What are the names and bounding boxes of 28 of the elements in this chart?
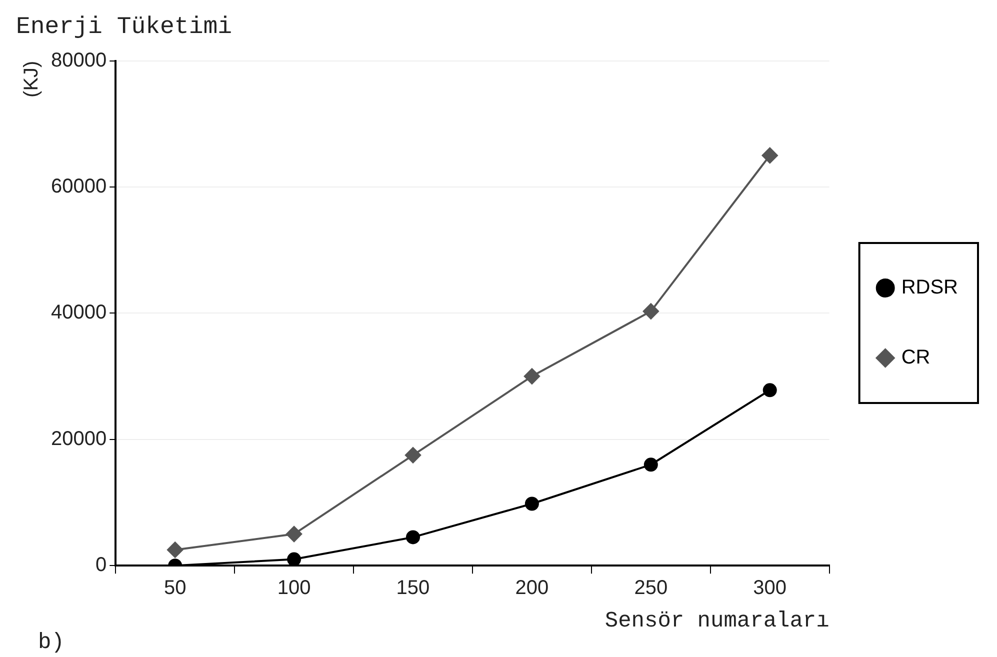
x-axis-title: Sensör numaraları [604, 608, 830, 634]
legend-label: RDSR [901, 276, 958, 299]
point [524, 368, 540, 384]
y-tick-label: 40000 [50, 302, 107, 324]
text: b) [38, 630, 64, 655]
y-tick-label: 80000 [50, 49, 107, 72]
chart-title: Enerji Tüketimi [16, 14, 232, 41]
point [167, 542, 184, 558]
point [524, 496, 539, 511]
point [404, 447, 421, 464]
point [762, 147, 778, 164]
y-tick-label: 60000 [50, 176, 107, 198]
y-tick-label: 0 [95, 554, 107, 576]
x-tick-label: 300 [753, 577, 787, 600]
point [644, 458, 658, 472]
x-tick-label: 150 [396, 577, 430, 600]
x-tick-label: 100 [277, 577, 311, 600]
x-tick-label: 200 [515, 577, 549, 600]
point [286, 526, 302, 542]
point [287, 552, 302, 566]
x-tick-label: 50 [164, 577, 186, 600]
point [406, 530, 420, 544]
y-axis-title: (KJ) [20, 60, 43, 98]
x-tick-label: 250 [634, 577, 668, 600]
point [642, 303, 659, 320]
y-tick-label: 20000 [50, 428, 107, 450]
legend-label: CR [901, 346, 930, 369]
point [762, 383, 777, 398]
